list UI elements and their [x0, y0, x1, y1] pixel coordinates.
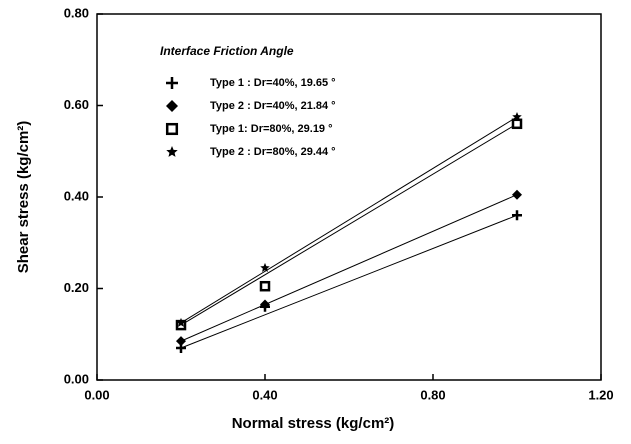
- marker-square: [165, 122, 179, 136]
- marker-diamond: [260, 299, 270, 310]
- fit-line: [180, 194, 518, 342]
- x-tick-label: 0.00: [84, 387, 109, 402]
- marker-diamond: [166, 100, 178, 112]
- fit-line: [180, 116, 518, 324]
- marker-diamond: [512, 189, 522, 200]
- y-axis-label: Shear stress (kg/cm²): [15, 121, 32, 274]
- marker-star: [260, 262, 270, 272]
- fit-line: [180, 214, 518, 349]
- fit-line: [180, 123, 518, 326]
- legend-label: Type 2 : Dr=40%, 21.84 °: [210, 100, 336, 112]
- legend-label: Type 1: Dr=80%, 29.19 °: [210, 123, 333, 135]
- y-tick-label: 0.60: [64, 97, 89, 112]
- marker-star: [166, 146, 178, 157]
- marker-star: [512, 111, 522, 121]
- legend-title: Interface Friction Angle: [160, 44, 294, 58]
- marker-diamond: [176, 336, 186, 347]
- y-tick-label: 0.00: [64, 371, 89, 386]
- x-tick-label: 0.40: [252, 387, 277, 402]
- x-tick-label: 1.20: [588, 387, 613, 402]
- x-axis-label: Normal stress (kg/cm²): [232, 415, 395, 432]
- marker-star: [176, 317, 186, 327]
- y-tick-label: 0.40: [64, 188, 89, 203]
- marker-plus: [512, 210, 522, 221]
- y-tick-label: 0.80: [64, 5, 89, 20]
- legend-label: Type 2 : Dr=80%, 29.44 °: [210, 146, 336, 158]
- plot-frame: [96, 13, 602, 381]
- legend-label: Type 1 : Dr=40%, 19.65 °: [210, 77, 336, 89]
- marker-square: [259, 280, 271, 292]
- x-tick-label: 0.80: [420, 387, 445, 402]
- y-tick-label: 0.20: [64, 280, 89, 295]
- marker-plus: [166, 77, 178, 89]
- marker-square: [511, 118, 523, 130]
